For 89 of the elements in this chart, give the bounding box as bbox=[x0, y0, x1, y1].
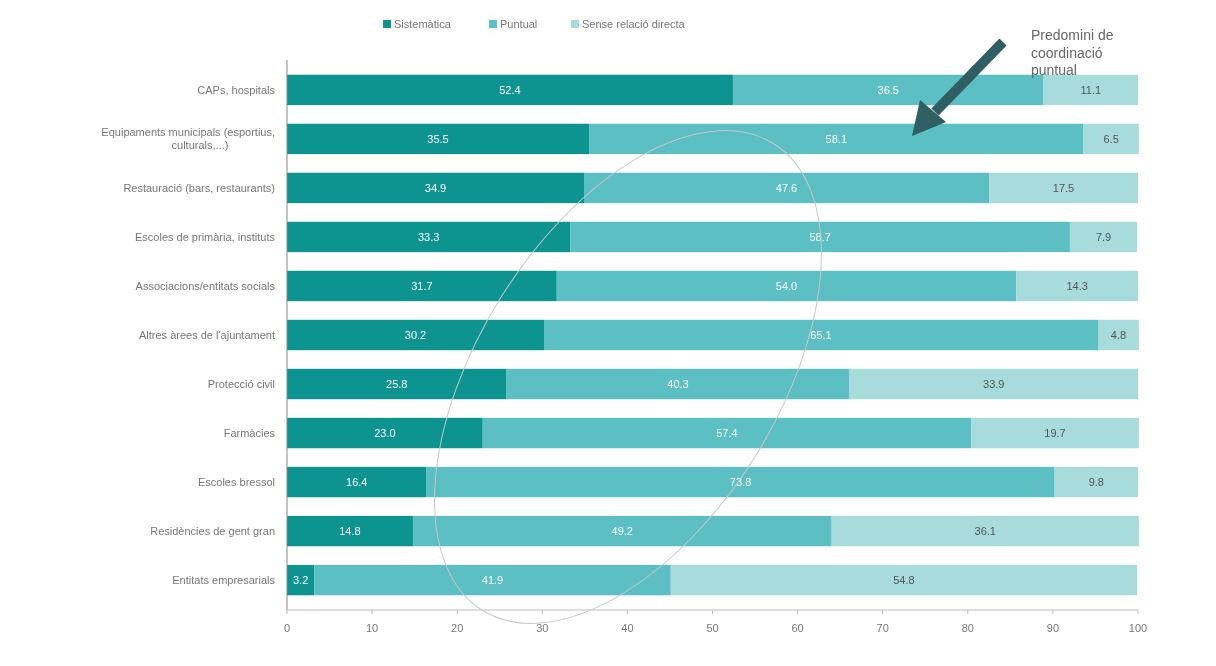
data-label: 35.5 bbox=[427, 132, 449, 145]
bar bbox=[570, 221, 1070, 253]
bar bbox=[1054, 466, 1138, 498]
data-label: 73.8 bbox=[729, 475, 752, 488]
data-label: 47.6 bbox=[775, 181, 798, 194]
y-tick-label: Escoles de primària, instituts bbox=[135, 230, 276, 243]
data-label: 31.7 bbox=[411, 279, 433, 292]
y-tick-label: Escoles bressol bbox=[197, 475, 275, 488]
x-tick-label: 60 bbox=[791, 622, 804, 634]
data-label: 33.3 bbox=[417, 230, 440, 243]
bar bbox=[287, 417, 483, 449]
data-label: 16.4 bbox=[346, 475, 368, 488]
x-tick-label: 20 bbox=[451, 622, 464, 634]
bar bbox=[287, 172, 584, 204]
bar bbox=[287, 515, 413, 547]
x-tick-label: 30 bbox=[536, 622, 549, 634]
data-label: 23.0 bbox=[374, 426, 396, 439]
data-label: 65.1 bbox=[810, 328, 832, 341]
x-tick-label: 90 bbox=[1046, 622, 1060, 634]
data-label: 30.2 bbox=[404, 328, 427, 341]
data-label: 52.4 bbox=[499, 83, 521, 96]
data-label: 57.4 bbox=[716, 426, 738, 439]
bar bbox=[544, 319, 1098, 351]
bar bbox=[287, 221, 571, 253]
data-label: 4.8 bbox=[1110, 328, 1127, 341]
bar bbox=[1016, 270, 1138, 302]
data-label: 6.5 bbox=[1103, 132, 1119, 145]
data-label: 25.8 bbox=[386, 377, 408, 390]
x-tick-label: 80 bbox=[961, 622, 974, 634]
annotation: Predomini de coordinació puntual bbox=[1031, 27, 1114, 78]
bar bbox=[287, 368, 507, 400]
data-label: 33.9 bbox=[983, 377, 1005, 390]
y-tick-label: Altres àrees de l'ajuntament bbox=[138, 328, 275, 341]
bar bbox=[287, 74, 733, 106]
data-label: 58.1 bbox=[825, 132, 848, 145]
bar bbox=[584, 172, 990, 204]
data-label: 58.7 bbox=[809, 230, 831, 243]
x-tick-label: 100 bbox=[1128, 622, 1148, 634]
bar bbox=[287, 123, 590, 155]
bar bbox=[670, 564, 1138, 596]
bar bbox=[589, 123, 1084, 155]
data-label: 41.9 bbox=[481, 573, 504, 586]
bar bbox=[556, 270, 1017, 302]
y-tick-label: Residències de gent gran bbox=[150, 524, 275, 537]
data-label: 7.9 bbox=[1095, 230, 1112, 243]
data-label: 36.1 bbox=[974, 524, 996, 537]
data-label: 14.3 bbox=[1066, 279, 1088, 292]
data-label: 54.0 bbox=[775, 279, 798, 292]
data-label: 49.2 bbox=[611, 524, 633, 537]
bar bbox=[287, 270, 557, 302]
bar bbox=[314, 564, 671, 596]
bar bbox=[482, 417, 972, 449]
bar bbox=[1069, 221, 1138, 253]
data-label: 11.1 bbox=[1080, 83, 1102, 96]
data-label: 36.5 bbox=[877, 83, 899, 96]
bar bbox=[506, 368, 850, 400]
x-tick-label: 40 bbox=[621, 622, 634, 634]
data-label: 9.8 bbox=[1088, 475, 1104, 488]
legend-label: Sense relació directa bbox=[582, 18, 686, 30]
data-label: 54.8 bbox=[893, 573, 915, 586]
bar bbox=[287, 466, 427, 498]
x-tick-label: 50 bbox=[706, 622, 719, 634]
data-label: 40.3 bbox=[667, 377, 689, 390]
x-tick-label: 70 bbox=[876, 622, 889, 634]
legend-label: Puntual bbox=[500, 18, 538, 30]
bar bbox=[971, 417, 1139, 449]
y-tick-label: Farmàcies bbox=[223, 426, 276, 439]
bar bbox=[989, 172, 1138, 204]
bar bbox=[412, 515, 832, 547]
y-tick-label: Protecció civil bbox=[207, 377, 275, 390]
x-tick-label: 10 bbox=[365, 622, 379, 634]
data-label: 19.7 bbox=[1044, 426, 1066, 439]
bar bbox=[426, 466, 1055, 498]
bar bbox=[849, 368, 1138, 400]
data-label: 14.8 bbox=[339, 524, 361, 537]
bar bbox=[1083, 123, 1139, 155]
data-label: 3.2 bbox=[292, 573, 309, 586]
x-tick-label: 0 bbox=[283, 622, 291, 634]
bar bbox=[831, 515, 1139, 547]
bar bbox=[287, 319, 544, 351]
legend-label: Sistemàtica bbox=[394, 18, 452, 30]
data-label: 17.5 bbox=[1052, 181, 1075, 194]
y-tick-label: Equipaments municipals (esportius, culturals,...) bbox=[101, 125, 275, 151]
data-label: 34.9 bbox=[424, 181, 447, 194]
y-tick-label: CAPs, hospitals bbox=[197, 83, 276, 96]
y-tick-label: Entitats empresarials bbox=[172, 573, 276, 586]
bar bbox=[1098, 319, 1139, 351]
y-tick-label: Associacions/entitats socials bbox=[135, 279, 276, 292]
y-tick-label: Restauració (bars, restaurants) bbox=[123, 181, 275, 194]
